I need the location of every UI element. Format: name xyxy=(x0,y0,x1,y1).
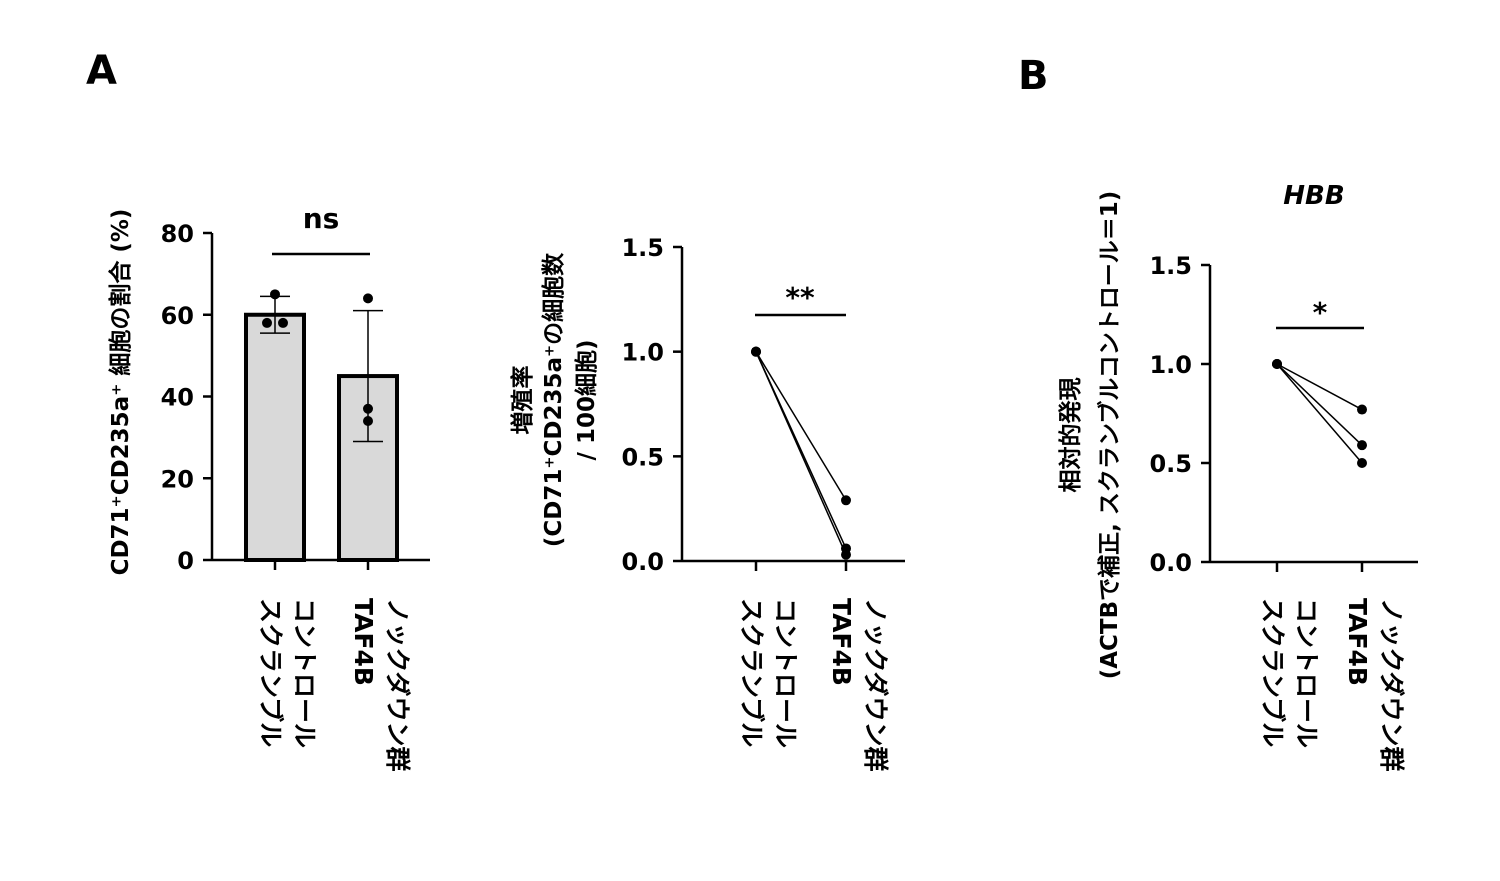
data-point xyxy=(841,549,851,560)
data-point xyxy=(1357,440,1367,451)
y-tick-label: 0.5 xyxy=(621,443,664,471)
category-tick-label: コントロール xyxy=(1292,598,1321,748)
y-tick-label: 80 xyxy=(161,220,194,248)
category-tick-label: TAF4B xyxy=(1343,598,1372,686)
bar xyxy=(244,312,306,562)
line-chart-proliferation: 0.0 0.5 1.0 1.5 ** 増殖率 (CD71⁺CD235a⁺の細胞数/ 100細… xyxy=(509,234,905,772)
series-line xyxy=(755,351,847,501)
y-axis-label: (CD71⁺CD235a⁺の細胞数 xyxy=(540,252,567,547)
y-tick-label: 1.0 xyxy=(1149,351,1192,379)
y-tick-label: 0 xyxy=(177,547,194,575)
data-point xyxy=(751,346,761,357)
data-point xyxy=(1357,404,1367,415)
data-point xyxy=(270,289,280,300)
y-axis-label: (ACTBで補正, スクランブルコントロール＝1) xyxy=(1096,191,1123,680)
panel-label-a: A xyxy=(86,48,117,94)
y-tick-label: 0.0 xyxy=(1149,549,1192,577)
line-chart-hbb-expression: 0.0 0.5 1.0 1.5 HBB * 相対的発現 (ACTBで補正, スクランブルコント… xyxy=(1057,181,1418,772)
category-tick-label: ノックダウン群 xyxy=(383,598,412,772)
y-tick-label: 1.5 xyxy=(621,234,664,262)
data-point xyxy=(363,416,373,427)
series-line xyxy=(1276,363,1363,411)
category-tick-label: スクランブル xyxy=(737,598,766,747)
y-axis-label: / 100細胞) xyxy=(573,340,600,461)
data-point xyxy=(1357,458,1367,468)
significance-label: * xyxy=(1313,296,1328,329)
data-point xyxy=(363,403,373,414)
y-tick-label: 20 xyxy=(161,465,194,493)
y-axis-label: 増殖率 xyxy=(509,366,536,435)
category-tick-label: スクランブル xyxy=(1258,598,1287,747)
series-line xyxy=(1276,363,1363,464)
panel-label-b: B xyxy=(1018,53,1049,99)
chart-title: HBB xyxy=(1283,181,1344,211)
category-tick-label: コントロール xyxy=(771,598,800,748)
y-tick-label: 60 xyxy=(161,302,194,330)
y-axis-label: CD71⁺CD235a⁺ 細胞の割合 (%) xyxy=(107,209,134,576)
category-tick-label: スクランブル xyxy=(256,598,285,747)
bar-chart-cell-percentage: 0 20 40 60 80 ns CD71⁺CD235a⁺ 細胞の割合 (%) スクランブルコ… xyxy=(107,202,430,772)
category-tick-label: TAF4B xyxy=(349,598,378,686)
y-tick-label: 40 xyxy=(161,384,194,412)
data-point xyxy=(841,495,851,506)
y-tick-label: 1.0 xyxy=(621,339,664,367)
category-tick-label: ノックダウン群 xyxy=(861,598,890,772)
series-line xyxy=(1276,363,1363,446)
data-point xyxy=(1272,359,1282,369)
data-point xyxy=(278,317,288,328)
significance-label: ** xyxy=(785,281,815,314)
category-tick-label: ノックダウン群 xyxy=(1377,598,1406,772)
y-tick-label: 1.5 xyxy=(1149,252,1192,280)
data-point xyxy=(262,317,272,328)
y-axis-label: 相対的発現 xyxy=(1057,378,1084,493)
significance-label: ns xyxy=(303,202,340,235)
category-tick-label: コントロール xyxy=(290,598,319,748)
y-tick-label: 0.5 xyxy=(1149,450,1192,478)
series-line xyxy=(755,351,847,556)
category-tick-label: TAF4B xyxy=(827,598,856,686)
data-point xyxy=(363,293,373,304)
y-tick-label: 0.0 xyxy=(621,548,664,576)
